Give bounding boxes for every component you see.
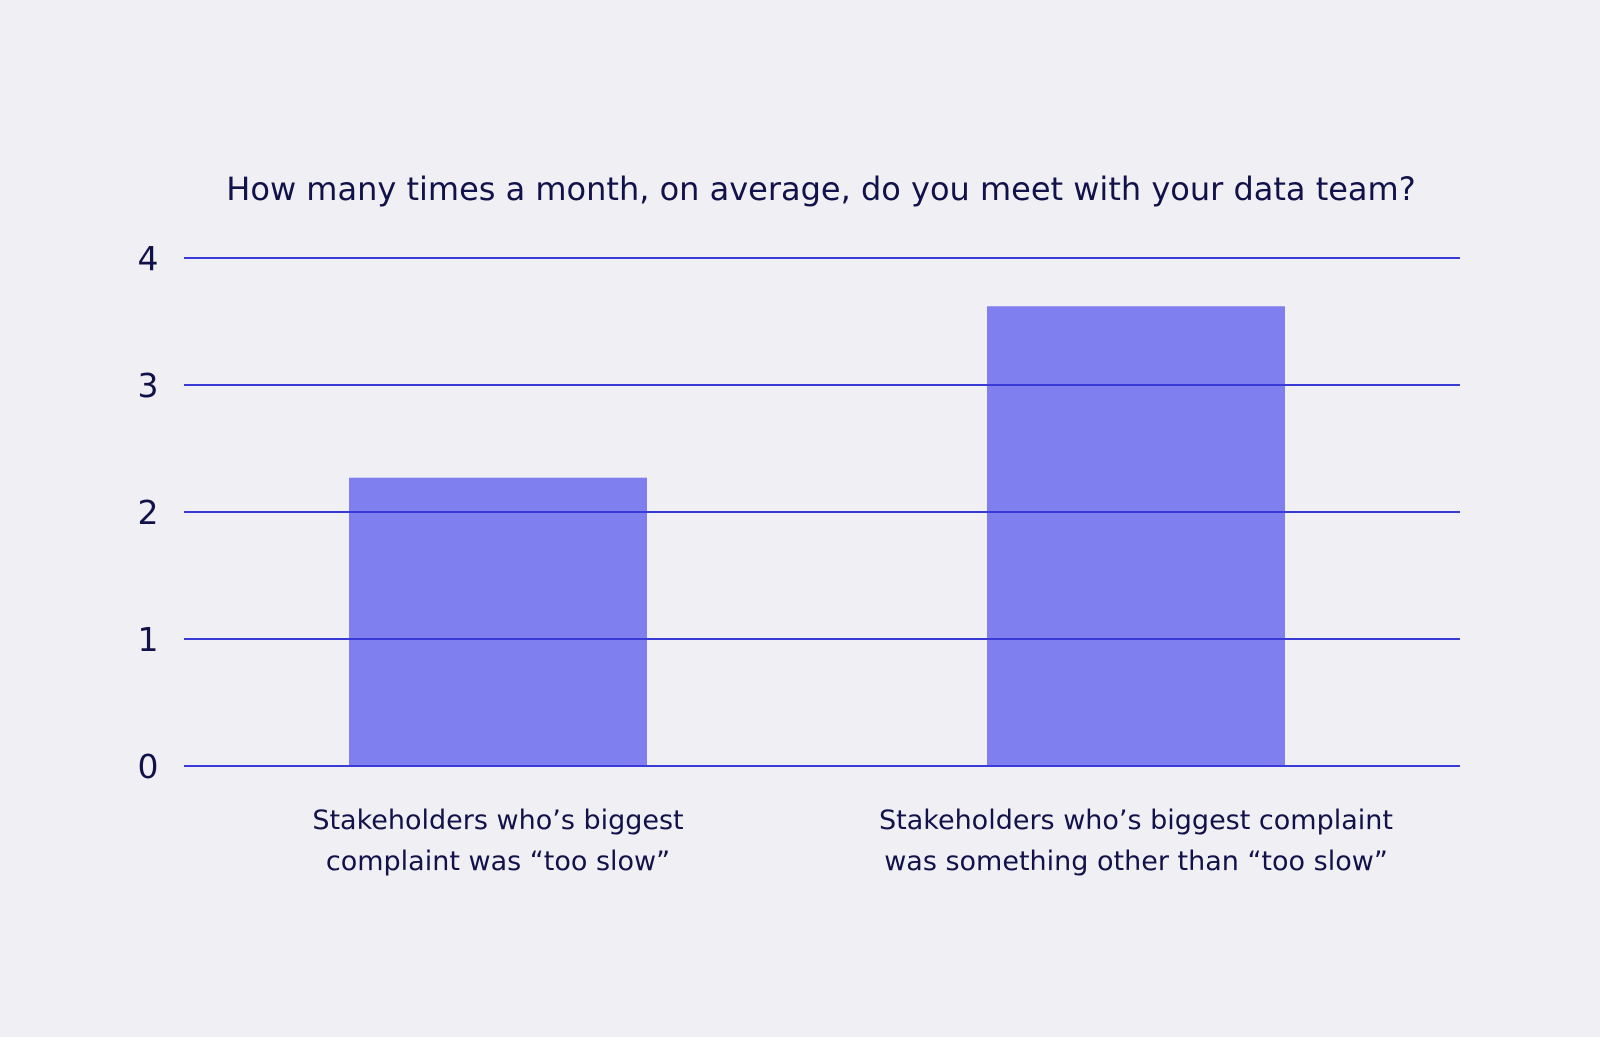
category-label-1-line-1: Stakeholders who’s biggest: [312, 805, 683, 836]
chart-title: How many times a month, on average, do y…: [226, 170, 1415, 208]
y-tick-0: 0: [138, 747, 159, 786]
x-category-labels: Stakeholders who’s biggest complaint was …: [312, 805, 1393, 877]
y-tick-3: 3: [138, 366, 159, 405]
category-label-1: Stakeholders who’s biggest complaint was …: [312, 805, 683, 877]
y-tick-2: 2: [138, 493, 159, 532]
category-label-2-line-1: Stakeholders who’s biggest complaint: [879, 805, 1393, 836]
category-label-1-line-2: complaint was “too slow”: [326, 846, 670, 877]
bar-2: [987, 306, 1285, 766]
y-tick-1: 1: [138, 620, 159, 659]
bar-layer: [349, 306, 1285, 766]
y-tick-4: 4: [138, 239, 159, 278]
y-tick-labels: 0 1 2 3 4: [138, 239, 159, 786]
bar-1: [349, 477, 647, 766]
category-label-2-line-2: was something other than “too slow”: [884, 846, 1388, 877]
category-label-2: Stakeholders who’s biggest complaint was …: [879, 805, 1393, 877]
grid-layer: [184, 257, 1460, 767]
